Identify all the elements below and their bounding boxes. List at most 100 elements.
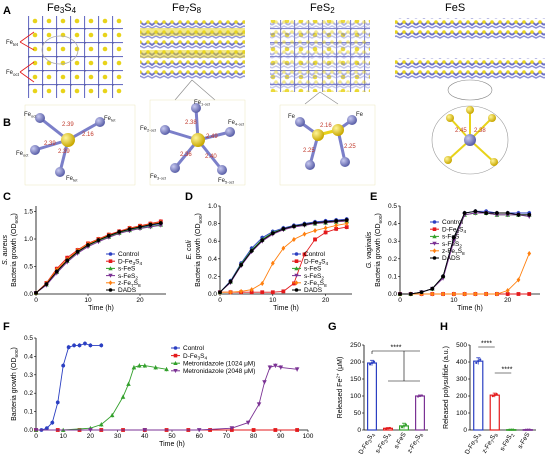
chart-f-data-point: [256, 402, 262, 407]
chart-f-data-point: [142, 363, 148, 368]
chart-d-data-point: [344, 221, 349, 227]
chart-e-y-tick-label: 0.5: [388, 203, 397, 210]
fes2-structure: [270, 20, 370, 105]
chart-e-legend-label: s-FeS: [442, 234, 460, 241]
chart-d-data-point: [334, 222, 339, 228]
chart-c-legend-label: D-Fe3S4: [118, 258, 142, 267]
chart-f-x-tick-label: 70: [223, 433, 231, 440]
chart-d-data-point: [260, 280, 265, 286]
chart-f-x-tick-label: 80: [250, 433, 258, 440]
panel-b: B 2.39 2.16 2.39 2.39 Feoct Fetet Feoct …: [3, 99, 509, 186]
chart-f-x-tick-label: 20: [87, 433, 95, 440]
panel-letter-c: C: [3, 191, 11, 203]
chart-d-x-tick-label: 10: [269, 297, 277, 304]
chart-f-x-tick-label: 50: [168, 433, 176, 440]
chart-d-legend-marker: [294, 259, 299, 263]
chart-e-y-tick-label: 0.1: [388, 273, 397, 280]
chart-c-series-line: [35, 224, 161, 294]
chart-d-data-point: [249, 248, 254, 253]
chart-d-data-point: [334, 226, 339, 231]
chart-e-legend-marker: [432, 241, 437, 246]
chart-f-data-point: [278, 365, 284, 370]
chart-f-data-point: [208, 428, 212, 432]
chart-e-data-point: [505, 287, 510, 293]
chart-e-data-point: [430, 286, 435, 291]
chart-e-data-point: [430, 291, 435, 297]
fes2-b-fe-label-1: Fe: [288, 114, 296, 120]
chart-f-legend-label: Metronidazole (2048 μM): [183, 368, 255, 375]
fe3s4-b-fe-label-3: Feoct: [16, 151, 29, 158]
chart-f-data-point: [88, 343, 93, 348]
chart-c-data-point: [86, 243, 90, 247]
panel-letter-d: D: [185, 191, 193, 203]
chart-d-data-point: [281, 226, 286, 231]
chart-g-y-label: Released Fe2+ (μM): [336, 357, 345, 419]
chart-e-y-tick-label: 0.0: [388, 291, 397, 298]
chart-f-data-point: [229, 426, 235, 431]
chart-d-x-label: Time (h): [273, 305, 299, 312]
chart-c-legend-marker: [108, 273, 113, 278]
chart-d: 0 10 20 0.0 0.2 0.4 0.6 0.8 1.0 Bacteria growth (…: [186, 203, 352, 312]
chart-c-data-point: [65, 258, 70, 263]
chart-c-data-point: [138, 225, 142, 229]
chart-f-data-point: [273, 363, 278, 368]
chart-g-y-tick-label: 50: [354, 410, 362, 417]
chart-e-data-point: [441, 274, 445, 279]
fe3s4-b-fe-label-1: Feoct: [24, 112, 37, 119]
chart-h-bar: [473, 360, 484, 431]
chart-f-x-tick-label: 100: [303, 433, 314, 440]
chart-f-legend-marker: [173, 346, 178, 350]
chart-g-y-tick-label: 200: [350, 359, 361, 366]
chart-d-data-point: [313, 220, 317, 225]
chart-e-data-point: [505, 292, 510, 296]
chart-h-significance-1: ****: [481, 341, 492, 348]
chart-g-y-tick-label: 150: [350, 376, 361, 383]
chart-e-legend-label: z-Fe7S8: [442, 248, 465, 257]
chart-f-x-tick-label: 40: [141, 433, 149, 440]
chart-d-y-tick-label: 0.2: [208, 273, 217, 280]
chart-f-y-tick-label: 0.4: [24, 353, 33, 360]
chart-d-data-point: [228, 289, 233, 295]
chart-f-data-point: [66, 345, 71, 350]
chart-h-sample-point: [528, 428, 531, 431]
bond-label-fes2-3: 2.25: [344, 144, 356, 150]
chart-c-data-point: [127, 227, 132, 232]
chart-h-y-tick-label: 200: [456, 393, 467, 400]
chart-f-data-point: [294, 367, 300, 372]
chart-c-data-point: [106, 233, 111, 238]
chart-c-legend-marker: [108, 280, 113, 286]
fe3s4-arrow-2: [19, 41, 35, 51]
chart-g-category-label: z-Fe7S8: [406, 431, 425, 454]
chart-c-legend-marker: [108, 259, 113, 263]
chart-c: 0 10 20 0.0 0.5 1.0 1.5 Bacteria growth (OD600)…: [2, 206, 166, 312]
chart-f-legend-marker: [173, 353, 178, 358]
chart-f-data-point: [251, 428, 256, 432]
bond-label-fe7s8-2: 2.49: [206, 134, 218, 140]
fe7s8-coordination: 2.38 2.49 2.36 2.40 Fe1-oct Fe2-oct Fe4-…: [140, 99, 246, 186]
chart-c-series-line: [35, 220, 161, 294]
chart-g-sample-point: [404, 423, 408, 426]
chart-d-legend-label: D-Fe3S4: [304, 258, 328, 267]
chart-c-legend-label: s-FeS2: [118, 273, 138, 282]
fe3s4-highlight-circle: [41, 35, 79, 65]
panel-letter-b: B: [3, 117, 11, 129]
chart-e-data-point: [495, 211, 499, 215]
chart-f-data-point: [142, 428, 148, 433]
bond-label-fe3s4-3: 2.39: [58, 149, 70, 155]
chart-d-data-point: [249, 290, 254, 295]
chart-d-legend-marker: [294, 252, 299, 256]
chart-f-data-point: [126, 381, 131, 386]
bond-label-fes2-2: 2.25: [303, 148, 315, 154]
chart-h-y-tick-label: 100: [456, 410, 467, 417]
chart-g-category-label: s-Fe3S4: [374, 431, 393, 454]
bond-label-fes2-1: 2.16: [320, 123, 332, 129]
chart-f-series-line: [36, 343, 102, 431]
chart-e-data-point: [451, 235, 456, 240]
chart-h-sample-point: [491, 395, 494, 398]
chart-c-legend-label: Control: [118, 251, 140, 258]
chart-d-data-point: [281, 245, 286, 251]
chart-c-data-point: [34, 291, 38, 295]
chart-h-sample-point: [495, 393, 498, 396]
chart-d-data-point: [249, 287, 254, 293]
chart-e-legend-marker: [432, 256, 437, 260]
